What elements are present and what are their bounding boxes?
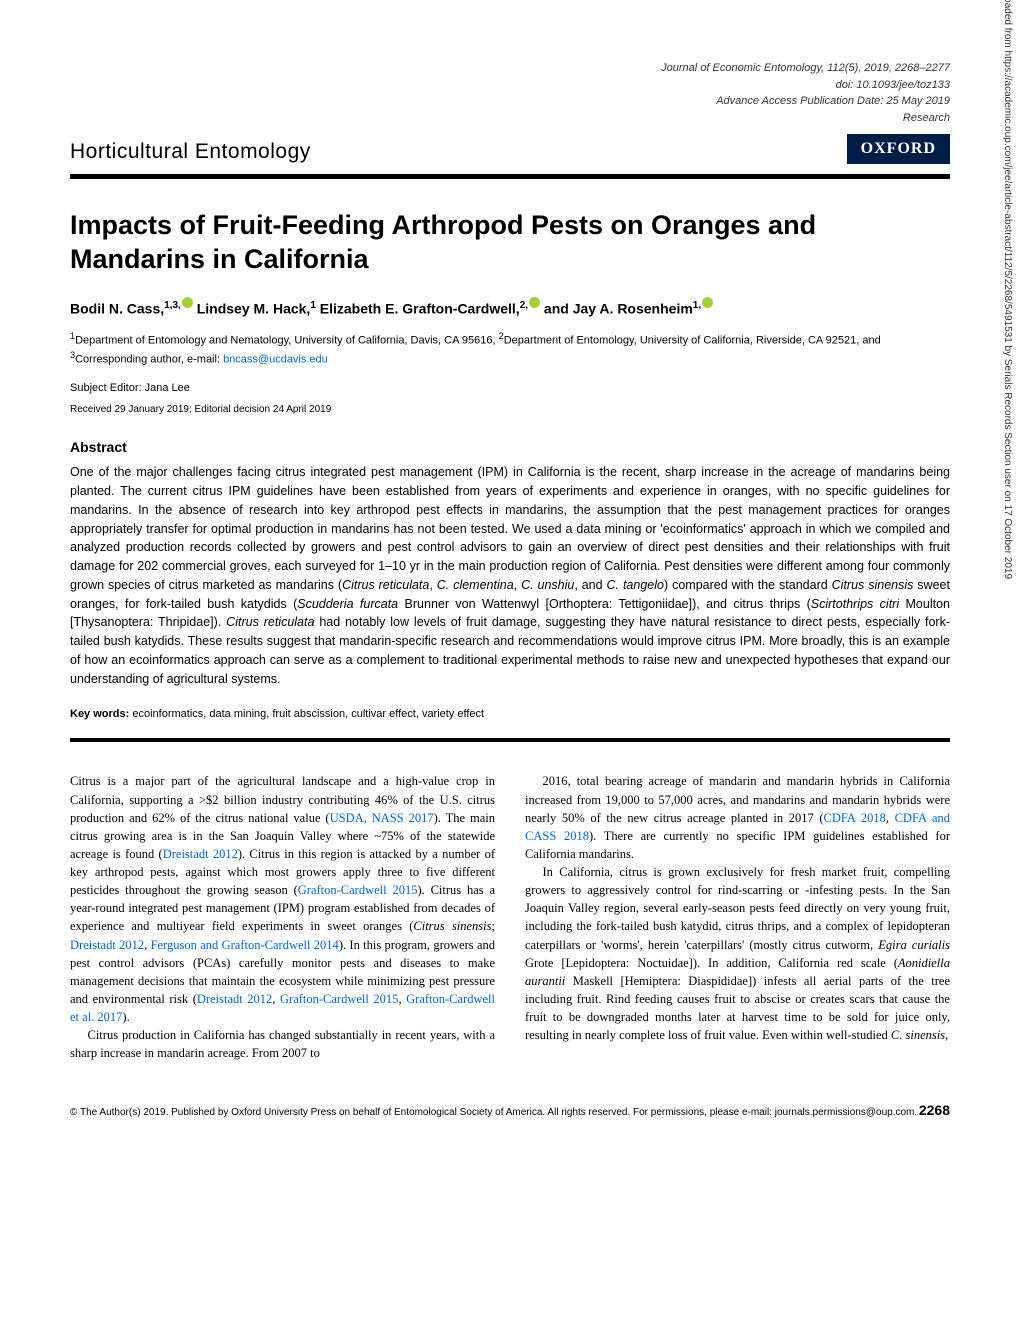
header-row: Horticultural Entomology OXFORD bbox=[70, 134, 950, 179]
abstract-heading: Abstract bbox=[70, 439, 950, 455]
body-text: Citrus is a major part of the agricultur… bbox=[70, 772, 950, 1062]
received-dates: Received 29 January 2019; Editorial deci… bbox=[70, 404, 950, 415]
article-type-line: Research bbox=[70, 110, 950, 127]
author-list: Bodil N. Cass,1,3, Lindsey M. Hack,1 Eli… bbox=[70, 297, 950, 317]
download-attribution: Downloaded from https://academic.oup.com… bbox=[1003, 0, 1014, 579]
publisher-badge: OXFORD bbox=[847, 134, 950, 164]
body-paragraph: Citrus production in California has chan… bbox=[70, 1026, 495, 1062]
section-name: Horticultural Entomology bbox=[70, 140, 311, 164]
page-number: 2268 bbox=[919, 1102, 950, 1118]
advance-access-line: Advance Access Publication Date: 25 May … bbox=[70, 93, 950, 110]
subject-editor: Subject Editor: Jana Lee bbox=[70, 382, 950, 394]
journal-line: Journal of Economic Entomology, 112(5), … bbox=[70, 60, 950, 77]
copyright-text: © The Author(s) 2019. Published by Oxfor… bbox=[70, 1107, 917, 1118]
affiliations: 1Department of Entomology and Nematology… bbox=[70, 330, 950, 368]
article-title: Impacts of Fruit-Feeding Arthropod Pests… bbox=[70, 209, 950, 277]
doi-line: doi: 10.1093/jee/toz133 bbox=[70, 77, 950, 94]
keywords: Key words: ecoinformatics, data mining, … bbox=[70, 708, 950, 720]
keywords-label: Key words: bbox=[70, 708, 129, 720]
abstract-text: One of the major challenges facing citru… bbox=[70, 463, 950, 688]
body-paragraph: Citrus is a major part of the agricultur… bbox=[70, 772, 495, 1026]
page-footer: © The Author(s) 2019. Published by Oxfor… bbox=[70, 1102, 950, 1118]
header-meta: Journal of Economic Entomology, 112(5), … bbox=[70, 60, 950, 126]
section-rule bbox=[70, 738, 950, 742]
body-paragraph: In California, citrus is grown exclusive… bbox=[525, 863, 950, 1044]
body-paragraph: 2016, total bearing acreage of mandarin … bbox=[525, 772, 950, 863]
keywords-text: ecoinformatics, data mining, fruit absci… bbox=[129, 708, 484, 720]
